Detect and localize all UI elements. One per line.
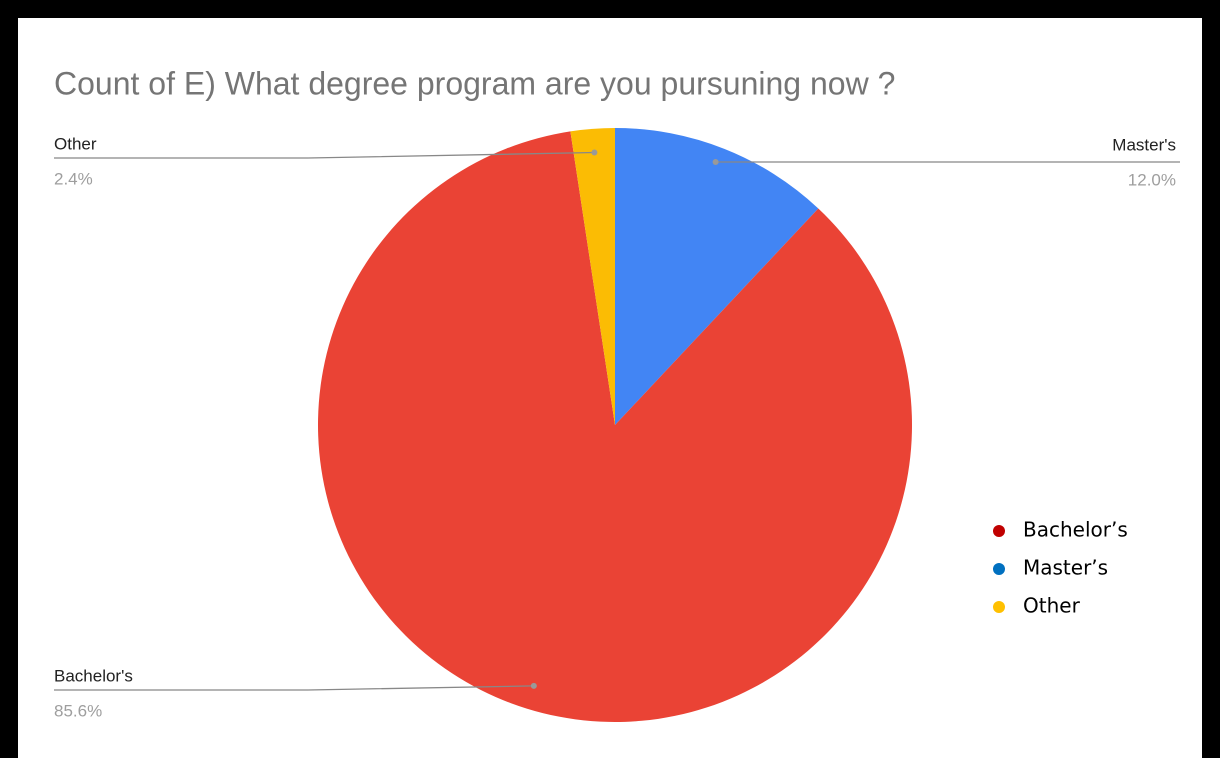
legend-swatch xyxy=(993,563,1005,575)
chart-title: Count of E) What degree program are you … xyxy=(54,65,895,101)
slice-value-label: 2.4% xyxy=(54,169,93,188)
pie-slice xyxy=(317,131,912,723)
legend-label: Bachelor’s xyxy=(1023,518,1128,542)
leader-dot xyxy=(530,682,537,689)
leader-dot xyxy=(712,159,719,165)
pie-slice xyxy=(570,128,615,425)
leader-line xyxy=(54,151,595,159)
slice-value-label: 85.6% xyxy=(54,701,102,720)
slice-label: Master's xyxy=(1112,135,1176,154)
legend-swatch xyxy=(993,525,1005,537)
leader-dot xyxy=(591,149,598,156)
leader-line xyxy=(54,685,534,691)
legend-swatch xyxy=(993,601,1005,613)
legend-label: Master’s xyxy=(1023,556,1108,580)
slice-value-label: 12.0% xyxy=(1128,170,1176,189)
legend-label: Other xyxy=(1023,594,1081,618)
slice-label: Other xyxy=(54,134,97,153)
pie-slice xyxy=(615,128,819,425)
slice-label: Bachelor's xyxy=(54,666,133,685)
